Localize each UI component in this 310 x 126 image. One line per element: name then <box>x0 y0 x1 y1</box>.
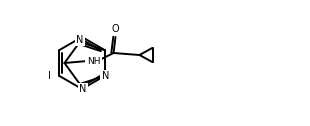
Text: O: O <box>112 24 119 34</box>
Text: N: N <box>102 71 109 81</box>
Text: N: N <box>79 84 87 94</box>
Text: NH: NH <box>87 56 100 66</box>
Text: I: I <box>48 71 51 81</box>
Text: N: N <box>76 35 83 45</box>
